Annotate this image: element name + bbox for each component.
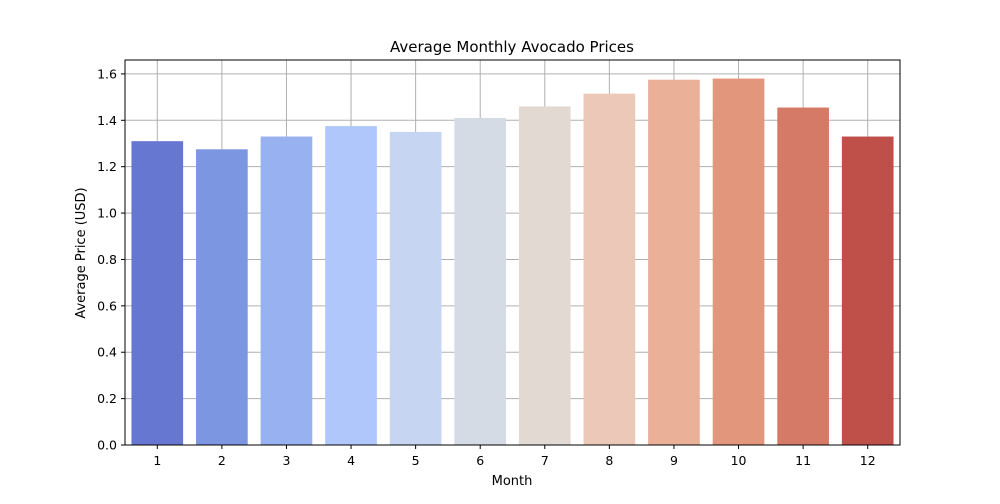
bar-month-1 (131, 141, 184, 446)
x-tick-label: 6 (476, 453, 484, 468)
chart-title: Average Monthly Avocado Prices (390, 38, 634, 56)
x-tick-label: 11 (795, 453, 811, 468)
bar-month-2 (196, 149, 248, 445)
axes: 0.00.20.40.60.81.01.21.41.61 2 3 4 5 6 7 8 9 10 11… (97, 59, 901, 468)
bar-month-9 (648, 79, 700, 445)
bar-month-7 (518, 106, 571, 445)
x-tick-label: 9 (670, 453, 678, 468)
x-tick-label: 7 (541, 453, 549, 468)
x-tick-label: 1 (153, 453, 161, 468)
y-tick-label: 0.0 (97, 438, 117, 453)
y-tick-label: 1.2 (97, 159, 117, 174)
y-tick-label: 1.0 (97, 206, 117, 221)
x-tick-label: 10 (731, 453, 747, 468)
bar-month-10 (712, 78, 765, 446)
x-tick-label: 8 (605, 453, 613, 468)
bar-month-4 (325, 126, 377, 445)
y-tick-label: 1.4 (97, 113, 117, 128)
bar-month-8 (583, 93, 636, 445)
x-tick-label: 3 (282, 453, 290, 468)
x-tick-label: 5 (412, 453, 420, 468)
bar-month-5 (389, 131, 442, 445)
bar-month-6 (454, 117, 507, 445)
y-axis-label: Average Price (USD) (74, 187, 89, 318)
y-tick-label: 0.6 (97, 298, 117, 313)
x-tick-label: 12 (860, 453, 876, 468)
y-tick-label: 0.4 (97, 345, 117, 360)
y-tick-label: 0.2 (97, 391, 117, 406)
plot-frame (124, 59, 901, 446)
bar-month-12 (841, 136, 894, 446)
x-axis-label: Month (492, 474, 533, 489)
x-tick-label: 4 (347, 453, 355, 468)
x-tick-label: 2 (218, 453, 226, 468)
y-tick-label: 1.6 (97, 66, 117, 81)
bars (131, 78, 894, 446)
bar-month-11 (777, 107, 829, 446)
bar-month-3 (260, 136, 313, 446)
y-tick-label: 0.8 (97, 252, 117, 267)
